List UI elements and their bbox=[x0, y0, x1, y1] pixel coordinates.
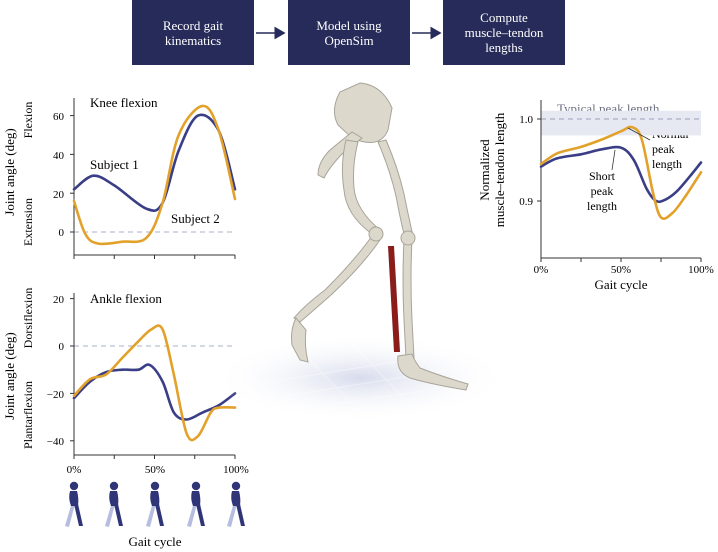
left-femur bbox=[377, 139, 414, 239]
ankle-series-1-line bbox=[72, 363, 237, 421]
length-series-1-line bbox=[539, 145, 703, 204]
silhouette-front-leg bbox=[196, 504, 205, 526]
ankle-x-tick-label-0: 0% bbox=[67, 464, 82, 476]
normal-peak-label-line3: length bbox=[652, 157, 682, 171]
silhouette-back-leg bbox=[65, 502, 75, 527]
silhouette-head bbox=[191, 481, 201, 491]
skeleton-bones bbox=[291, 82, 469, 391]
skeleton-illustration bbox=[210, 82, 510, 422]
right-knee-joint bbox=[368, 226, 384, 242]
ankle-panel-title: Ankle flexion bbox=[90, 291, 162, 306]
silhouette-back-leg bbox=[227, 502, 237, 527]
flow-step-model: Model using OpenSim bbox=[288, 0, 410, 65]
ankle-x-tick-label-50: 50% bbox=[145, 464, 165, 476]
length-y-axis-label-line1: Normalized bbox=[477, 139, 492, 201]
knee-panel-title: Knee flexion bbox=[90, 95, 158, 110]
silhouette-front-leg bbox=[74, 504, 83, 526]
gait-silhouette-3 bbox=[146, 481, 164, 527]
length-x-tick-label-100: 100% bbox=[688, 264, 714, 276]
short-peak-label-line3: length bbox=[587, 199, 617, 213]
silhouette-head bbox=[109, 481, 119, 491]
silhouette-torso bbox=[231, 491, 241, 506]
length-tick-label-1.0: 1.0 bbox=[519, 114, 533, 126]
ankle-y-axis-label: Joint angle (deg) bbox=[2, 332, 17, 419]
flow-step-record: Record gait kinematics bbox=[132, 0, 254, 65]
silhouette-torso bbox=[150, 491, 160, 506]
muscle-length-panel: Normalized muscle–tendon length 1.0 0.9 … bbox=[477, 100, 714, 292]
gait-silhouette-4 bbox=[187, 481, 205, 527]
gait-silhouette-1 bbox=[65, 481, 83, 527]
ankle-tick-label-20: 20 bbox=[53, 294, 65, 306]
ankle-plantarflexion-label: Plantarflexion bbox=[21, 381, 35, 449]
silhouette-front-leg bbox=[114, 504, 123, 526]
length-axes bbox=[537, 100, 702, 262]
silhouette-head bbox=[231, 481, 241, 491]
subject2-label: Subject 2 bbox=[171, 211, 220, 226]
gastrocnemius-muscle bbox=[388, 246, 400, 352]
ankle-tick-label-0: 0 bbox=[59, 341, 65, 353]
ankle-x-tick-label-100: 100% bbox=[223, 464, 249, 476]
silhouette-torso bbox=[69, 491, 79, 506]
ankle-flexion-panel: Ankle flexion Joint angle (deg) Dorsifle… bbox=[2, 288, 249, 549]
normal-peak-leader bbox=[627, 127, 651, 141]
knee-flexion-panel: Knee flexion Joint angle (deg) Flexion E… bbox=[2, 95, 237, 259]
knee-tick-label-0: 0 bbox=[59, 227, 65, 239]
knee-tick-label-60: 60 bbox=[53, 111, 65, 123]
knee-tick-label-20: 20 bbox=[53, 189, 65, 201]
silhouette-torso bbox=[191, 491, 201, 506]
knee-y-axis-label: Joint angle (deg) bbox=[2, 128, 17, 215]
short-peak-label-line1: Short bbox=[589, 169, 616, 183]
ankle-tick-label-neg40: −40 bbox=[47, 436, 65, 448]
short-peak-label-line2: peak bbox=[591, 184, 614, 198]
left-tibia bbox=[402, 239, 415, 359]
ankle-x-axis-label: Gait cycle bbox=[128, 534, 181, 549]
ankle-tick-label-neg20: −20 bbox=[47, 389, 65, 401]
gait-silhouette-5 bbox=[227, 481, 245, 527]
right-foot bbox=[291, 317, 309, 363]
silhouette-back-leg bbox=[105, 502, 115, 527]
silhouette-back-leg bbox=[146, 502, 156, 527]
silhouette-front-leg bbox=[236, 504, 245, 526]
length-x-axis-label: Gait cycle bbox=[594, 277, 647, 292]
left-foot bbox=[397, 353, 469, 391]
silhouette-back-leg bbox=[187, 502, 197, 527]
silhouette-head bbox=[150, 481, 160, 491]
length-x-tick-label-50: 50% bbox=[611, 264, 631, 276]
silhouette-torso bbox=[109, 491, 119, 506]
silhouette-front-leg bbox=[155, 504, 164, 526]
normal-peak-label-line2: peak bbox=[652, 142, 675, 156]
knee-axes bbox=[70, 98, 236, 259]
subject1-label: Subject 1 bbox=[90, 157, 139, 172]
length-y-axis-label-line2: muscle–tendon length bbox=[492, 112, 507, 227]
knee-extension-direction-label: Extension bbox=[21, 198, 35, 246]
knee-flexion-direction-label: Flexion bbox=[21, 102, 35, 139]
gait-silhouettes bbox=[65, 481, 245, 527]
knee-tick-label-40: 40 bbox=[53, 150, 65, 162]
ankle-series-2-line bbox=[72, 324, 237, 442]
gait-silhouette-2 bbox=[105, 481, 123, 527]
length-x-tick-label-0: 0% bbox=[534, 264, 549, 276]
right-femur bbox=[341, 139, 381, 235]
ankle-dorsiflexion-label: Dorsiflexion bbox=[21, 288, 35, 349]
length-tick-label-0.9: 0.9 bbox=[519, 196, 533, 208]
ankle-axes bbox=[70, 293, 236, 459]
pelvis bbox=[334, 82, 393, 143]
short-peak-leader bbox=[611, 149, 616, 171]
flow-step-compute: Compute muscle–tendon lengths bbox=[443, 0, 565, 65]
floor-shadow bbox=[210, 334, 510, 422]
right-tibia bbox=[293, 235, 381, 323]
left-knee-joint bbox=[400, 230, 416, 246]
length-series-2-line bbox=[539, 125, 703, 220]
knee-series-2-line bbox=[72, 104, 237, 246]
silhouette-head bbox=[69, 481, 79, 491]
